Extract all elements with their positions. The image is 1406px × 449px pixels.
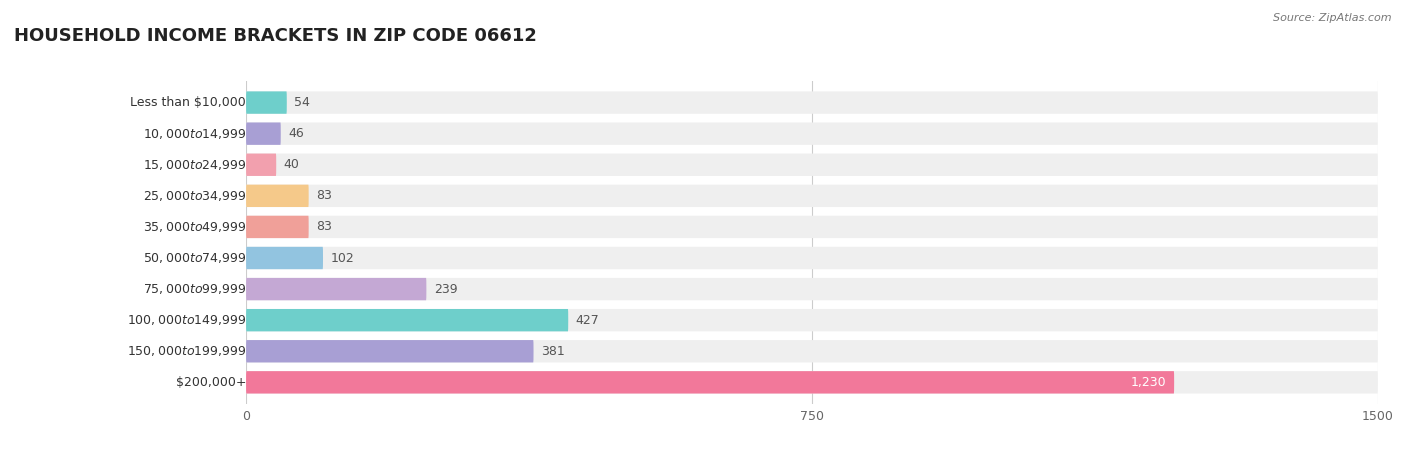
Text: 1,230: 1,230 (1130, 376, 1167, 389)
Text: 381: 381 (541, 345, 565, 358)
FancyBboxPatch shape (246, 340, 1378, 362)
Text: $75,000 to $99,999: $75,000 to $99,999 (142, 282, 246, 296)
FancyBboxPatch shape (246, 371, 1378, 393)
FancyBboxPatch shape (246, 340, 533, 362)
FancyBboxPatch shape (246, 278, 426, 300)
Text: $10,000 to $14,999: $10,000 to $14,999 (142, 127, 246, 141)
FancyBboxPatch shape (246, 185, 1378, 207)
Text: $25,000 to $34,999: $25,000 to $34,999 (142, 189, 246, 203)
FancyBboxPatch shape (246, 247, 1378, 269)
FancyBboxPatch shape (246, 123, 281, 145)
Text: 427: 427 (576, 314, 599, 327)
Text: 54: 54 (294, 96, 311, 109)
FancyBboxPatch shape (246, 123, 1378, 145)
Text: 46: 46 (288, 127, 304, 140)
Text: 40: 40 (284, 158, 299, 171)
FancyBboxPatch shape (246, 92, 1378, 114)
FancyBboxPatch shape (246, 154, 1378, 176)
FancyBboxPatch shape (246, 154, 276, 176)
Text: 102: 102 (330, 251, 354, 264)
Text: 83: 83 (316, 189, 332, 202)
FancyBboxPatch shape (246, 309, 1378, 331)
Text: $150,000 to $199,999: $150,000 to $199,999 (127, 344, 246, 358)
Text: $35,000 to $49,999: $35,000 to $49,999 (142, 220, 246, 234)
Text: 83: 83 (316, 220, 332, 233)
Text: Less than $10,000: Less than $10,000 (131, 96, 246, 109)
FancyBboxPatch shape (246, 185, 309, 207)
Text: $15,000 to $24,999: $15,000 to $24,999 (142, 158, 246, 172)
FancyBboxPatch shape (246, 247, 323, 269)
Text: HOUSEHOLD INCOME BRACKETS IN ZIP CODE 06612: HOUSEHOLD INCOME BRACKETS IN ZIP CODE 06… (14, 27, 537, 45)
Text: $50,000 to $74,999: $50,000 to $74,999 (142, 251, 246, 265)
FancyBboxPatch shape (246, 216, 1378, 238)
Text: 239: 239 (434, 282, 457, 295)
FancyBboxPatch shape (246, 216, 309, 238)
Text: Source: ZipAtlas.com: Source: ZipAtlas.com (1274, 13, 1392, 23)
FancyBboxPatch shape (246, 371, 1174, 393)
FancyBboxPatch shape (246, 92, 287, 114)
Text: $200,000+: $200,000+ (176, 376, 246, 389)
FancyBboxPatch shape (246, 278, 1378, 300)
FancyBboxPatch shape (246, 309, 568, 331)
Text: $100,000 to $149,999: $100,000 to $149,999 (127, 313, 246, 327)
